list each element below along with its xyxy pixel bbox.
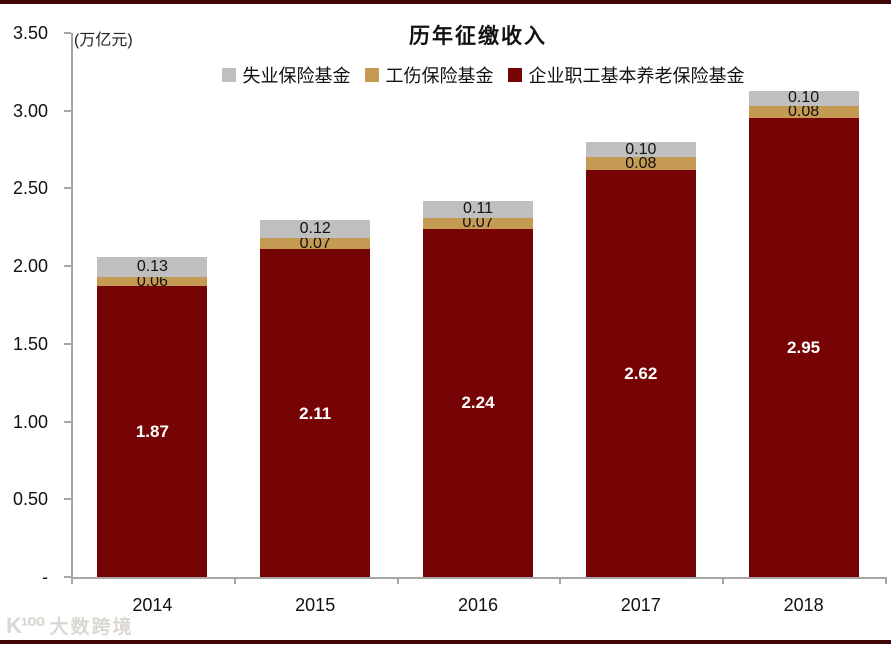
bar-segment-value: 0.12 [299, 219, 331, 237]
bar-segment-value: 0.11 [463, 200, 493, 218]
bar-segment [260, 219, 371, 239]
y-tick-mark [64, 265, 71, 268]
bar-segment-value: 0.10 [788, 89, 820, 107]
y-tick-mark [64, 187, 71, 190]
bar-segment-value: 2.62 [624, 363, 658, 383]
chart-title: 历年征缴收入 [409, 25, 547, 48]
bar-segment [423, 200, 533, 218]
bar-segment [748, 106, 859, 119]
y-tick-mark [64, 576, 71, 578]
legend-swatch-icon [364, 68, 379, 82]
bar-segment-value: 0.13 [136, 257, 168, 275]
y-tick-mark [64, 32, 71, 34]
legend-label: 工伤保险基金 [385, 66, 494, 86]
legend-item: 失业保险基金 [221, 62, 351, 88]
bar-segment [585, 169, 696, 577]
bar-segment [260, 249, 371, 577]
y-tick-label: 1.00 [12, 411, 48, 432]
bar-segment [97, 256, 208, 278]
x-axis-category-label: 2016 [457, 595, 499, 615]
watermark-text: 大数跨境 [49, 617, 134, 638]
bar-segment-value: 2.11 [299, 403, 332, 423]
watermark-logo-icon: K¹⁰⁰ [6, 613, 45, 638]
x-axis-category-label: 2018 [783, 595, 824, 615]
x-tick-mark [396, 577, 399, 584]
y-tick-label: 3.50 [12, 23, 48, 43]
x-tick-mark [559, 577, 562, 584]
x-tick-mark [71, 577, 73, 584]
y-tick-label: 3.00 [12, 100, 48, 121]
bar-segment [748, 118, 859, 577]
x-tick-mark [885, 577, 887, 584]
x-axis-category-label: 2015 [295, 595, 336, 615]
legend-item: 工伤保险基金 [364, 62, 494, 88]
bar-segment [260, 238, 371, 250]
y-tick-label: 0.50 [12, 489, 48, 510]
bar-segment [585, 141, 696, 158]
y-tick-mark [64, 498, 71, 501]
y-tick-label: 2.50 [12, 178, 48, 199]
bottom-border-line [0, 640, 891, 644]
bar-segment-value: 1.87 [135, 422, 169, 442]
bar-segment [748, 90, 859, 107]
y-tick-label: 2.00 [12, 256, 48, 277]
bar-segment [423, 228, 533, 577]
x-axis-line [71, 577, 887, 579]
bar-segment-value: 2.95 [787, 338, 821, 358]
y-tick-mark [64, 342, 71, 345]
legend-item: 企业职工基本养老保险基金 [507, 62, 745, 88]
legend-label: 企业职工基本养老保险基金 [528, 66, 745, 86]
top-border-line [0, 0, 891, 4]
x-tick-mark [233, 577, 236, 584]
bar-segment-value: 0.07 [462, 214, 494, 232]
bar-segment-value: 0.08 [788, 103, 820, 121]
legend: 失业保险基金 工伤保险基金 企业职工基本养老保险基金 [71, 62, 891, 88]
bar-segment-value: 0.06 [136, 272, 168, 290]
x-tick-mark [722, 577, 725, 584]
bar-segment-value: 0.07 [299, 234, 331, 252]
watermark: K¹⁰⁰ 大数跨境 [6, 612, 134, 639]
legend-label: 失业保险基金 [242, 66, 351, 86]
legend-swatch-icon [221, 68, 236, 82]
y-tick-mark [64, 109, 71, 112]
bar-segment-value: 0.08 [625, 154, 657, 172]
y-axis-line [71, 33, 73, 577]
y-tick-label: 1.50 [12, 333, 48, 354]
x-axis-category-label: 2017 [620, 595, 661, 615]
y-axis-unit-label: (万亿元) [74, 32, 133, 49]
bar-segment [423, 217, 533, 229]
legend-swatch-icon [507, 68, 522, 82]
x-axis-category-label: 2014 [132, 595, 173, 615]
bar-segment [97, 277, 208, 287]
bar-segment-value: 2.24 [461, 393, 495, 413]
bar-segment [97, 286, 208, 577]
y-tick-mark [64, 420, 71, 423]
bar-segment [585, 157, 696, 170]
y-tick-label: - [42, 567, 48, 587]
bar-segment-value: 0.10 [625, 140, 657, 158]
